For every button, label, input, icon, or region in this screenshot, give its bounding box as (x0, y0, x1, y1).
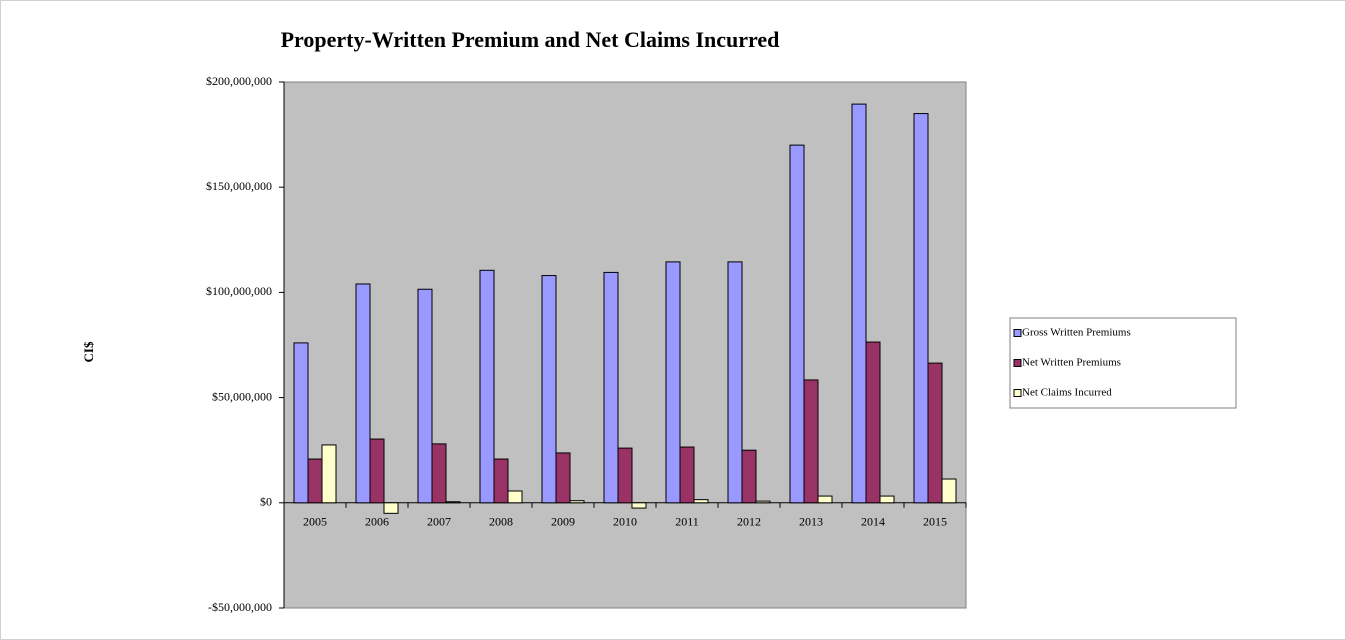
bar (479, 269, 495, 504)
x-tick-label: 2014 (861, 515, 885, 529)
bar (631, 502, 647, 509)
y-tick-label: $0 (260, 495, 272, 509)
bar (755, 500, 771, 504)
bar (507, 490, 523, 504)
x-tick-label: 2007 (427, 515, 451, 529)
x-tick-label: 2008 (489, 515, 513, 529)
x-tick-label: 2010 (613, 515, 637, 529)
y-axis-label: CI$ (81, 341, 96, 362)
bar (293, 342, 309, 504)
bar (355, 283, 371, 504)
bar (541, 275, 557, 504)
x-tick-label: 2015 (923, 515, 947, 529)
bar (603, 271, 619, 504)
bar (789, 144, 805, 504)
legend-swatch (1013, 359, 1022, 367)
bar (445, 501, 461, 504)
bar (693, 499, 709, 504)
bar (927, 362, 943, 504)
bar (617, 447, 633, 504)
legend-label: Gross Written Premiums (1022, 327, 1131, 339)
bar (321, 444, 337, 504)
legend-label: Net Claims Incurred (1022, 387, 1112, 399)
legend-box (1009, 317, 1237, 409)
x-tick-label: 2009 (551, 515, 575, 529)
bar (913, 113, 929, 504)
bar (493, 458, 509, 504)
x-tick-label: 2006 (365, 515, 389, 529)
bar (665, 261, 681, 504)
y-tick-label: -$50,000,000 (208, 600, 272, 614)
x-tick-label: 2011 (675, 515, 699, 529)
bar (741, 449, 757, 504)
x-tick-label: 2005 (303, 515, 327, 529)
chart-title: Property-Written Premium and Net Claims … (281, 27, 780, 52)
bar (679, 446, 695, 504)
y-tick-label: $200,000,000 (206, 74, 272, 88)
bar (383, 502, 399, 514)
bar (851, 103, 867, 504)
bar (941, 478, 957, 504)
bar (879, 495, 895, 504)
bar (865, 341, 881, 504)
y-tick-label: $100,000,000 (206, 284, 272, 298)
legend-swatch (1013, 329, 1022, 337)
bar (569, 500, 585, 504)
y-tick-label: $50,000,000 (212, 389, 272, 403)
bar (431, 443, 447, 504)
bar (555, 452, 571, 504)
bar (727, 261, 743, 504)
bar (417, 288, 433, 504)
bar (803, 379, 819, 504)
legend-swatch (1013, 389, 1022, 397)
bar (369, 438, 385, 504)
bar (307, 458, 323, 504)
bar (817, 495, 833, 504)
x-tick-label: 2012 (737, 515, 761, 529)
legend-label: Net Written Premiums (1022, 357, 1121, 369)
y-tick-label: $150,000,000 (206, 179, 272, 193)
x-tick-label: 2013 (799, 515, 823, 529)
